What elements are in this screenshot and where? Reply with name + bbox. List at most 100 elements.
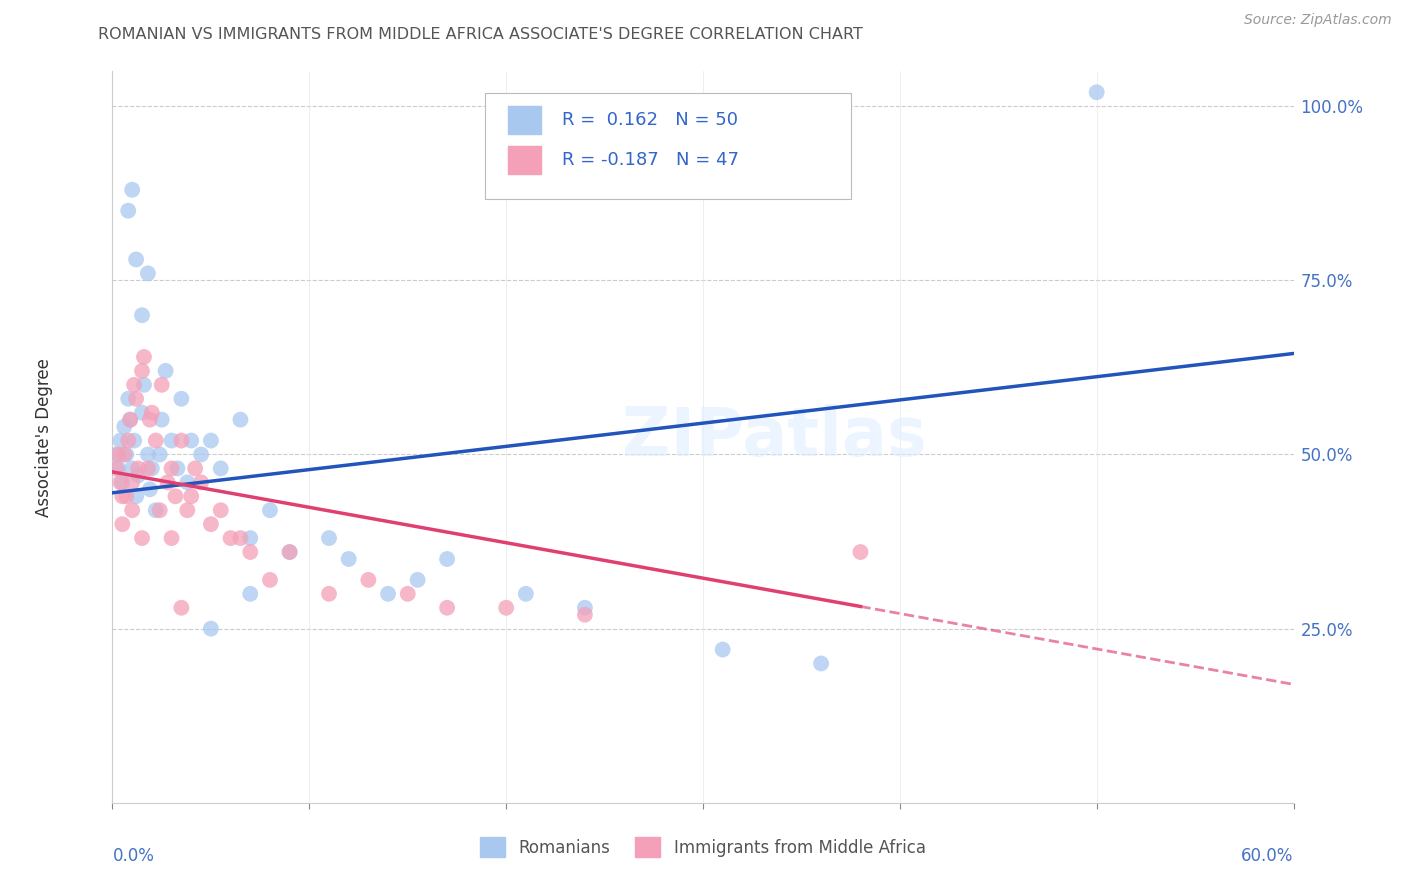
Point [849,545,872,559]
Point [117,203,139,218]
Point [149,503,172,517]
Point [574,600,596,615]
Point [495,600,517,615]
Point [136,461,159,475]
Text: R = -0.187   N = 47: R = -0.187 N = 47 [562,151,740,169]
Point [107,461,129,475]
Text: R =  0.162   N = 50: R = 0.162 N = 50 [562,111,738,128]
Point [200,517,222,532]
Point [125,252,148,267]
Point [132,350,155,364]
Point [377,587,399,601]
Point [318,531,340,545]
Point [574,607,596,622]
Point [120,412,142,426]
Point [121,461,143,475]
Text: 60.0%: 60.0% [1241,847,1294,864]
Text: Source: ZipAtlas.com: Source: ZipAtlas.com [1244,13,1392,28]
Point [170,434,193,448]
Point [259,503,281,517]
Point [711,642,734,657]
Point [278,545,301,559]
Point [160,434,183,448]
Point [150,412,173,426]
Point [110,434,132,448]
Point [111,489,134,503]
Point [121,183,143,197]
Point [155,364,177,378]
Point [131,531,153,545]
Point [209,461,232,475]
Point [166,461,188,475]
Point [105,448,128,462]
Bar [508,106,541,134]
Point [145,434,167,448]
Point [132,377,155,392]
Point [131,308,153,322]
Point [259,573,281,587]
Point [200,434,222,448]
Point [131,364,153,378]
Point [111,517,134,532]
Point [125,392,148,406]
Point [239,545,262,559]
Point [131,406,153,420]
Point [150,377,173,392]
Point [160,461,183,475]
Point [515,587,537,601]
Point [107,448,129,462]
Point [176,503,198,517]
Point [139,412,162,426]
Point [117,434,139,448]
Point [139,483,162,497]
Text: ZIPatlas: ZIPatlas [621,404,927,470]
Point [170,392,193,406]
Bar [508,146,541,174]
Point [156,475,179,490]
Point [810,657,832,671]
Point [136,266,159,280]
Point [229,531,252,545]
Point [115,489,138,503]
Point [117,392,139,406]
Point [105,461,128,475]
Text: 0.0%: 0.0% [112,847,155,864]
Point [127,461,149,475]
Point [219,531,242,545]
Point [229,412,252,426]
Point [110,475,132,490]
Point [239,587,262,601]
Point [170,600,193,615]
Point [180,489,202,503]
Point [357,573,380,587]
Point [190,475,212,490]
Point [122,377,145,392]
Point [149,448,172,462]
Point [278,545,301,559]
Point [122,434,145,448]
Point [200,622,222,636]
Point [160,531,183,545]
Point [121,503,143,517]
Point [112,419,135,434]
Point [396,587,419,601]
Point [141,461,163,475]
Point [145,503,167,517]
Point [136,448,159,462]
Y-axis label: Associate's Degree: Associate's Degree [35,358,53,516]
Point [141,406,163,420]
Point [165,489,187,503]
Point [111,475,134,490]
Point [180,434,202,448]
Point [125,489,148,503]
Point [176,475,198,490]
Point [318,587,340,601]
Point [436,600,458,615]
Point [337,552,360,566]
Point [120,412,142,426]
Point [184,461,207,475]
Point [121,475,143,490]
Point [239,531,262,545]
Point [436,552,458,566]
Point [406,573,429,587]
